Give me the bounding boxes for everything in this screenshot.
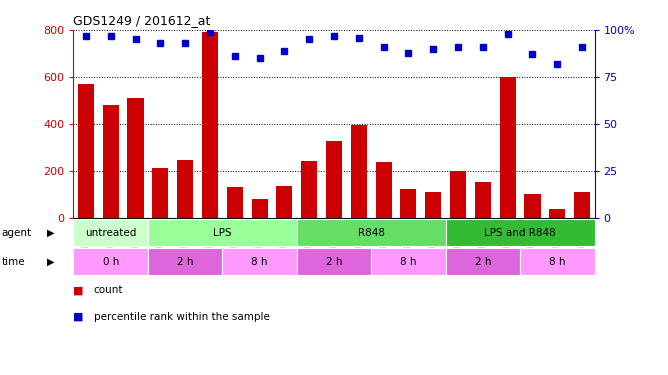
Text: ■: ■ xyxy=(73,312,84,321)
Text: time: time xyxy=(1,257,25,267)
Text: LPS: LPS xyxy=(213,228,232,238)
Text: agent: agent xyxy=(1,228,31,238)
Bar xyxy=(446,219,595,246)
Text: R848: R848 xyxy=(358,228,385,238)
Bar xyxy=(549,209,565,218)
Text: untreated: untreated xyxy=(85,228,136,238)
Bar xyxy=(148,219,297,246)
Bar xyxy=(301,161,317,218)
Bar xyxy=(202,32,218,218)
Text: ▶: ▶ xyxy=(47,257,55,267)
Text: ■: ■ xyxy=(73,285,84,295)
Bar xyxy=(351,125,367,217)
Bar xyxy=(297,219,446,246)
Bar xyxy=(500,77,516,218)
Text: GDS1249 / 201612_at: GDS1249 / 201612_at xyxy=(73,15,211,27)
Text: 2 h: 2 h xyxy=(475,257,491,267)
Text: LPS and R848: LPS and R848 xyxy=(484,228,556,238)
Bar xyxy=(222,248,297,275)
Bar xyxy=(400,189,417,217)
Bar xyxy=(277,186,293,218)
Bar xyxy=(73,248,148,275)
Bar xyxy=(446,248,520,275)
Bar xyxy=(77,84,94,218)
Bar xyxy=(520,248,595,275)
Bar xyxy=(73,219,148,246)
Text: percentile rank within the sample: percentile rank within the sample xyxy=(94,312,269,321)
Text: 2 h: 2 h xyxy=(326,257,342,267)
Bar xyxy=(425,192,442,217)
Bar xyxy=(251,199,268,217)
Bar xyxy=(177,160,193,218)
Bar xyxy=(574,192,590,217)
Text: 8 h: 8 h xyxy=(549,257,566,267)
Bar xyxy=(103,105,119,218)
Text: 0 h: 0 h xyxy=(102,257,119,267)
Bar xyxy=(326,141,342,218)
Bar xyxy=(375,162,391,218)
Bar xyxy=(297,248,371,275)
Bar xyxy=(450,171,466,217)
Text: 8 h: 8 h xyxy=(400,257,417,267)
Text: 2 h: 2 h xyxy=(177,257,193,267)
Bar xyxy=(524,194,540,217)
Text: 8 h: 8 h xyxy=(251,257,268,267)
Text: count: count xyxy=(94,285,123,295)
Bar xyxy=(226,187,242,218)
Bar xyxy=(371,248,446,275)
Bar xyxy=(128,98,144,218)
Text: ▶: ▶ xyxy=(47,228,55,238)
Bar xyxy=(148,248,222,275)
Bar xyxy=(475,182,491,218)
Bar xyxy=(152,168,168,217)
